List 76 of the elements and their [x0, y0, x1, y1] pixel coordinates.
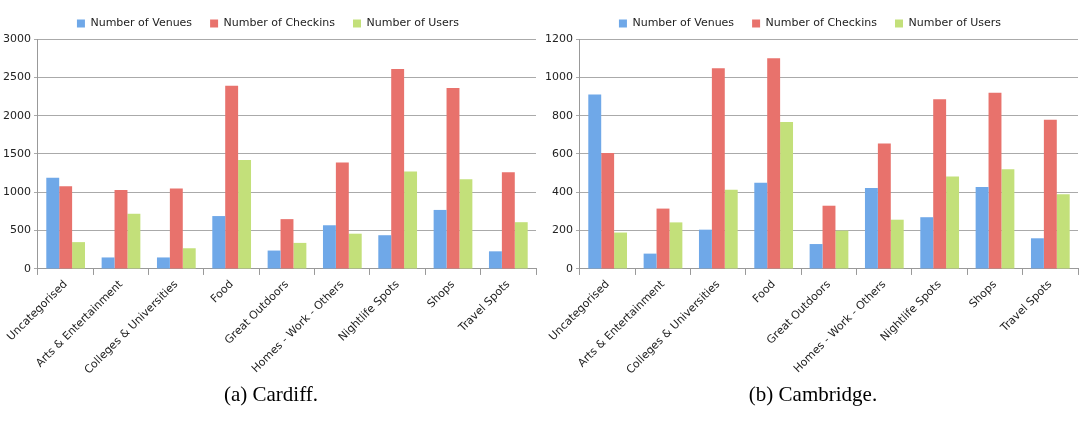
text: (b) Cambridge.	[747, 382, 879, 407]
bar	[335, 162, 349, 269]
bar	[72, 242, 86, 269]
bar	[114, 190, 128, 269]
bar	[378, 235, 392, 269]
bar	[59, 186, 73, 269]
bar	[988, 92, 1002, 269]
bar	[182, 248, 196, 269]
y-tick-label: 800	[551, 108, 573, 122]
bar	[322, 225, 336, 269]
bar	[101, 257, 115, 269]
bar	[1043, 119, 1057, 269]
bar	[238, 160, 252, 269]
bar	[890, 219, 904, 269]
bar	[920, 217, 934, 269]
bar	[488, 251, 502, 269]
bar	[127, 213, 141, 269]
bar	[822, 205, 836, 269]
bar	[946, 176, 960, 269]
text: (a) Cardiff.	[222, 382, 320, 407]
y-tick-label: 2500	[2, 70, 31, 84]
bar	[267, 250, 281, 269]
bar	[169, 188, 183, 269]
y-tick-label: 0	[23, 261, 31, 275]
bar	[293, 242, 307, 269]
bar	[459, 179, 473, 269]
bar	[514, 222, 528, 269]
bar	[1030, 238, 1044, 269]
legend-label: Number of Users	[908, 16, 1002, 30]
y-tick-label: 1500	[2, 146, 31, 160]
legend-label: Number of Venues	[90, 16, 193, 30]
bar	[348, 233, 362, 269]
bar	[46, 177, 60, 269]
bar	[754, 182, 768, 269]
bar	[1056, 194, 1070, 269]
bar	[391, 68, 405, 269]
legend-label: Number of Venues	[632, 16, 735, 30]
bar	[433, 209, 447, 269]
bar	[280, 219, 294, 269]
legend-label: Number of Checkins	[223, 16, 336, 30]
y-tick-label: 1200	[544, 31, 573, 45]
bar	[643, 253, 657, 269]
bar	[724, 189, 738, 269]
bar	[698, 229, 712, 269]
bar	[601, 153, 615, 269]
bar	[975, 186, 989, 269]
bar	[656, 208, 670, 269]
y-tick-label: 2000	[2, 108, 31, 122]
legend-label: Number of Users	[366, 16, 460, 30]
bar	[767, 58, 781, 269]
y-tick-label: 500	[9, 223, 31, 237]
y-tick-label: 1000	[544, 70, 573, 84]
y-tick-label: 200	[551, 223, 573, 237]
bar	[780, 121, 794, 269]
bar	[877, 143, 891, 269]
bar	[669, 222, 683, 269]
bar	[614, 232, 628, 269]
y-tick-label: 0	[565, 261, 573, 275]
legend-label: Number of Checkins	[765, 16, 878, 30]
bar	[809, 244, 823, 269]
bar	[225, 85, 239, 269]
y-tick-label: 3000	[2, 31, 31, 45]
bar	[212, 216, 226, 269]
y-tick-label: 1000	[2, 185, 31, 199]
bar	[588, 94, 602, 269]
bar	[156, 257, 170, 269]
y-tick-label: 400	[551, 185, 573, 199]
bar	[711, 68, 725, 269]
y-tick-label: 600	[551, 146, 573, 160]
bar	[1001, 169, 1015, 269]
bar	[835, 230, 849, 269]
bar	[501, 172, 515, 269]
bar	[864, 188, 878, 269]
bar	[446, 88, 460, 269]
bar	[404, 171, 418, 269]
bar	[933, 99, 947, 269]
